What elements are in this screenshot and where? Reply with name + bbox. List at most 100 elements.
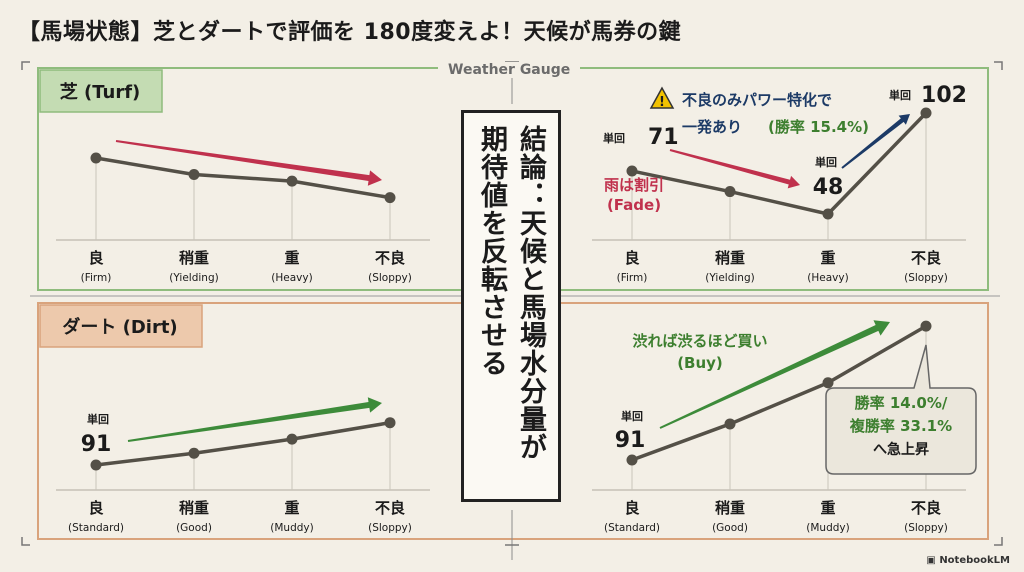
- dirt-roi-value-first: 91: [615, 428, 646, 453]
- corner-bracket-0: [21, 61, 30, 70]
- dirt-roi-category-sublabel-3-line: (Sloppy): [904, 522, 948, 534]
- turf-roi-category-sublabel-3: (Sloppy): [904, 272, 948, 284]
- dirt-roi-category-label-1: 稍重: [715, 499, 745, 517]
- dirt-trend-value-first: 91: [81, 432, 112, 457]
- dirt-trend-caption: 単回: [87, 412, 109, 426]
- dirt-roi-category-label-3: 不良: [911, 499, 941, 517]
- turf-fade-annotation-line: (Fade): [607, 196, 661, 214]
- dirt-trend-point-2: [286, 433, 298, 445]
- turf-trend-category-label-1: 稍重: [179, 249, 209, 267]
- turf-spike-arrow: [841, 114, 910, 169]
- dirt-roi-category-sublabel-1: (Good): [712, 522, 748, 534]
- turf-trend-category-label-0: 良: [88, 249, 103, 267]
- dirt-trend-category-sublabel-3-line: (Sloppy): [368, 522, 412, 534]
- turf-roi-series-line: [631, 111, 928, 216]
- turf-roi-category-label-0: 良: [624, 249, 639, 267]
- turf-trend-category-label-1-line: 稍重: [179, 249, 209, 267]
- turf-roi-value-last-line: 102: [921, 83, 967, 108]
- dirt-roi-category-label-2-line: 重: [820, 499, 835, 517]
- dirt-trend-caption-line: 単回: [87, 412, 109, 426]
- conclusion-line-1: 結論：天候と馬場水分量が: [515, 125, 547, 461]
- turf-roi-value-heavy: 48: [813, 175, 844, 200]
- dirt-trend-category-sublabel-2-line: (Muddy): [270, 522, 313, 534]
- turf-roi-category-label-3: 不良: [911, 249, 941, 267]
- turf-roi-caption-first-line: 単回: [603, 131, 625, 145]
- turf-trend-category-sublabel-1-line: (Yielding): [169, 272, 218, 284]
- dirt-roi-category-label-0: 良: [624, 499, 639, 517]
- dirt-roi-category-sublabel-3: (Sloppy): [904, 522, 948, 534]
- dirt-trend-chart: 良 (Standard) 稍重 (Good) 重 (Muddy) 不良 (Sloppy): [56, 417, 430, 534]
- turf-trend-category-sublabel-2: (Heavy): [271, 272, 312, 284]
- turf-warning-line1-line: 不良のみパワー特化で: [682, 91, 832, 109]
- warning-icon-mark-line: !: [659, 95, 665, 110]
- turf-trend-category-sublabel-2-line: (Heavy): [271, 272, 312, 284]
- warning-icon: [649, 86, 675, 109]
- turf-roi-category-label-3-line: 不良: [911, 249, 941, 267]
- turf-roi-value-heavy-line: 48: [813, 175, 844, 200]
- turf-trend-point-0: [90, 152, 102, 164]
- dirt-roi-category-label-1-line: 稍重: [715, 499, 745, 517]
- turf-trend-category-label-3: 不良: [375, 249, 405, 267]
- warning-icon-mark: !: [659, 95, 665, 110]
- turf-roi-point-1: [724, 186, 736, 198]
- dirt-buy-annotation-line: (Buy): [677, 354, 723, 372]
- turf-roi-chart: 良 (Firm) 稍重 (Yielding) 重 (Heavy) 不良 (Sloppy): [592, 107, 966, 284]
- turf-roi-value-last: 102: [921, 83, 967, 108]
- dirt-trend-value-first-line: 91: [81, 432, 112, 457]
- turf-trend-category-sublabel-0: (Firm): [81, 272, 112, 284]
- dirt-trend-point-1: [188, 447, 200, 459]
- turf-trend-category-sublabel-1: (Yielding): [169, 272, 218, 284]
- dirt-trend-category-label-0-line: 良: [88, 499, 103, 517]
- dirt-roi-category-sublabel-2-line: (Muddy): [806, 522, 849, 534]
- turf-roi-point-0: [626, 165, 638, 177]
- weather-gauge-label: Weather Gauge: [438, 62, 581, 78]
- turf-trend-point-1: [188, 169, 200, 180]
- turf-roi-point-2: [822, 208, 834, 220]
- turf-trend-point-3: [384, 192, 396, 204]
- turf-roi-category-sublabel-0-line: (Firm): [617, 272, 648, 284]
- corner-bracket-1: [994, 61, 1003, 70]
- dirt-roi-category-sublabel-0: (Standard): [604, 522, 660, 534]
- dirt-trend-point-3: [384, 417, 396, 429]
- turf-warning-line2: 一発あり: [682, 118, 742, 136]
- turf-roi-caption-heavy-line: 単回: [815, 155, 837, 169]
- turf-section-label: 芝 (Turf): [60, 81, 141, 103]
- dirt-trend-category-label-3-line: 不良: [375, 499, 405, 517]
- turf-tab: [39, 69, 163, 113]
- turf-roi-category-sublabel-0: (Firm): [617, 272, 648, 284]
- dirt-trend-category-label-1: 稍重: [179, 499, 209, 517]
- dirt-roi-caption: 単回: [621, 409, 643, 423]
- turf-roi-caption-last-line: 単回: [889, 88, 911, 102]
- dirt-up-arrow: [127, 397, 382, 442]
- dirt-trend-category-sublabel-3: (Sloppy): [368, 522, 412, 534]
- dirt-roi-caption-line: 単回: [621, 409, 643, 423]
- turf-roi-point-3: [920, 107, 932, 119]
- dirt-roi-category-label-3-line: 不良: [911, 499, 941, 517]
- notebooklm-brand: ▣ NotebookLM: [926, 555, 1010, 566]
- dirt-trend-category-sublabel-1: (Good): [176, 522, 212, 534]
- dirt-roi-category-label-2: 重: [820, 499, 835, 517]
- turf-fade-arrow: [669, 149, 800, 189]
- dirt-roi-category-sublabel-1-line: (Good): [712, 522, 748, 534]
- dirt-section-label-line: ダート (Dirt): [62, 316, 177, 338]
- dirt-roi-series-line: [631, 324, 927, 462]
- dirt-tab: [39, 304, 203, 348]
- turf-roi-category-label-1-line: 稍重: [715, 249, 745, 267]
- dirt-trend-category-label-0: 良: [88, 499, 103, 517]
- turf-warning-line1: 不良のみパワー特化で: [682, 91, 832, 109]
- dirt-roi-value-first-line: 91: [615, 428, 646, 453]
- dirt-roi-point-2: [822, 377, 834, 389]
- turf-roi-value-first-line: 71: [648, 125, 679, 150]
- corner-bracket-3: [994, 537, 1003, 546]
- turf-trend-category-label-2: 重: [284, 249, 299, 267]
- turf-trend-series-line: [95, 156, 391, 200]
- turf-trend-category-label-2-line: 重: [284, 249, 299, 267]
- dirt-callout-text: 勝率 14.0%/ 複勝率 33.1% へ急上昇: [849, 394, 952, 458]
- turf-roi-category-sublabel-2: (Heavy): [807, 272, 848, 284]
- dirt-roi-point-3: [920, 320, 932, 332]
- dirt-trend-category-sublabel-0-line: (Standard): [68, 522, 124, 534]
- dirt-trend-category-label-2: 重: [284, 499, 299, 517]
- dirt-buy-annotation-line: 渋れば渋るほど買い: [632, 332, 767, 350]
- turf-roi-value-first: 71: [648, 125, 679, 150]
